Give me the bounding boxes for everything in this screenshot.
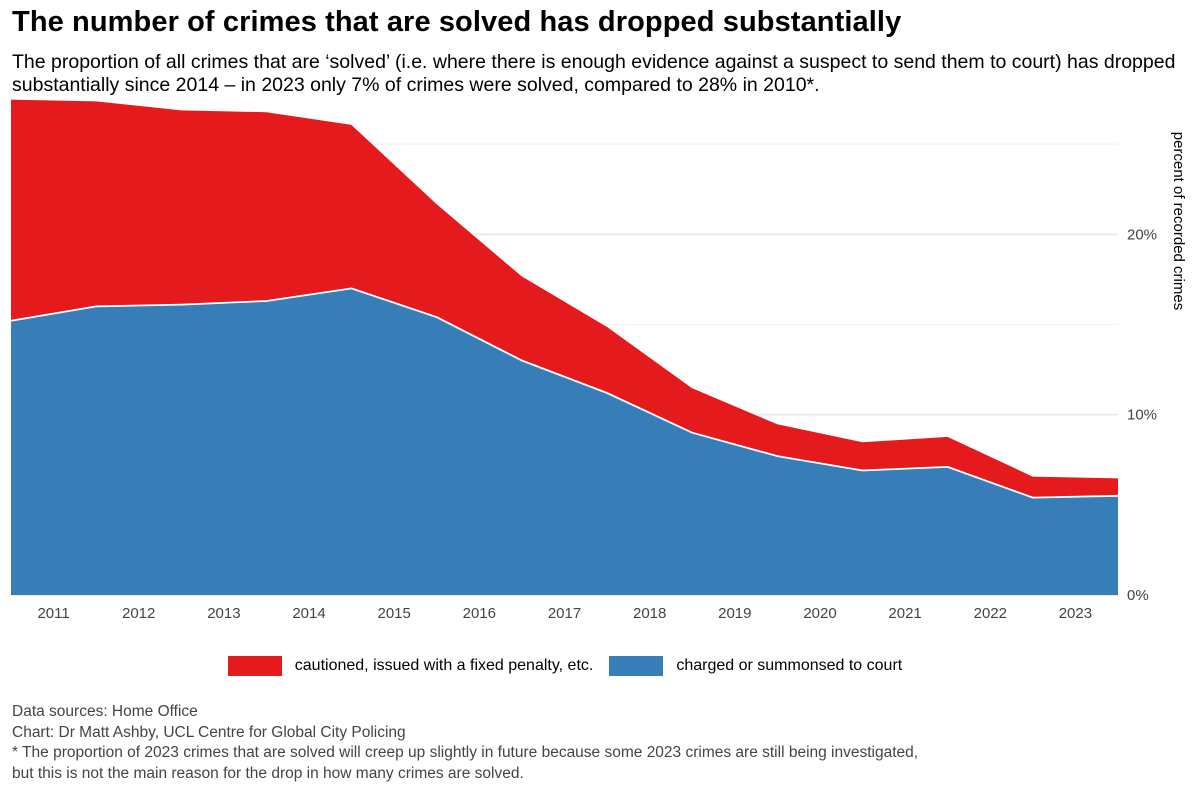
y-tick-label: 10%	[1127, 407, 1157, 424]
x-tick-label: 2013	[207, 605, 240, 622]
y-axis-title: percent of recorded crimes	[1170, 132, 1187, 310]
x-tick-label: 2016	[463, 605, 496, 622]
x-tick-label: 2014	[292, 605, 325, 622]
legend-label-cautioned: cautioned, issued with a fixed penalty, …	[294, 657, 594, 674]
y-tick-label: 0%	[1127, 587, 1149, 604]
x-tick-label: 2020	[803, 605, 836, 622]
separator-line-charged	[10, 287, 1119, 499]
x-tick-label: 2018	[633, 605, 666, 622]
x-tick-label: 2019	[718, 605, 751, 622]
caption-footnote-line-2: but this is not the main reason for the …	[12, 764, 524, 782]
chart-subtitle: The proportion of all crimes that are ‘s…	[12, 51, 1176, 96]
x-tick-label: 2011	[37, 605, 69, 622]
chart-title: The number of crimes that are solved has…	[12, 6, 902, 38]
area-charged	[11, 288, 1118, 595]
caption-footnote-line-1: * The proportion of 2023 crimes that are…	[12, 744, 919, 761]
legend-item-charged: charged or summonsed to court	[609, 656, 902, 676]
x-tick-label: 2022	[974, 605, 1007, 622]
legend: cautioned, issued with a fixed penalty, …	[0, 656, 1130, 676]
x-tick-label: 2023	[1059, 605, 1092, 622]
data-areas	[10, 98, 1119, 595]
area-cautioned	[11, 99, 1118, 498]
caption-chart-credit: Chart: Dr Matt Ashby, UCL Centre for Glo…	[12, 723, 406, 741]
legend-label-charged: charged or summonsed to court	[676, 657, 903, 674]
y-tick-label: 20%	[1127, 226, 1157, 243]
chart-caption: Data sources: Home Office Chart: Dr Matt…	[12, 702, 918, 784]
axis-labels: 2011 2012 2013 2014 2015 2016 2017 2018 2019 2020…	[37, 132, 1187, 622]
x-tick-label: 2012	[122, 605, 155, 622]
x-tick-label: 2017	[548, 605, 581, 622]
legend-key-cautioned	[227, 656, 282, 676]
x-tick-label: 2015	[378, 605, 411, 622]
caption-data-sources: Data sources: Home Office	[12, 703, 198, 720]
legend-key-charged	[609, 656, 664, 676]
legend-item-cautioned: cautioned, issued with a fixed penalty, …	[227, 656, 594, 676]
x-tick-label: 2021	[888, 605, 921, 622]
outline-total	[10, 98, 1119, 479]
